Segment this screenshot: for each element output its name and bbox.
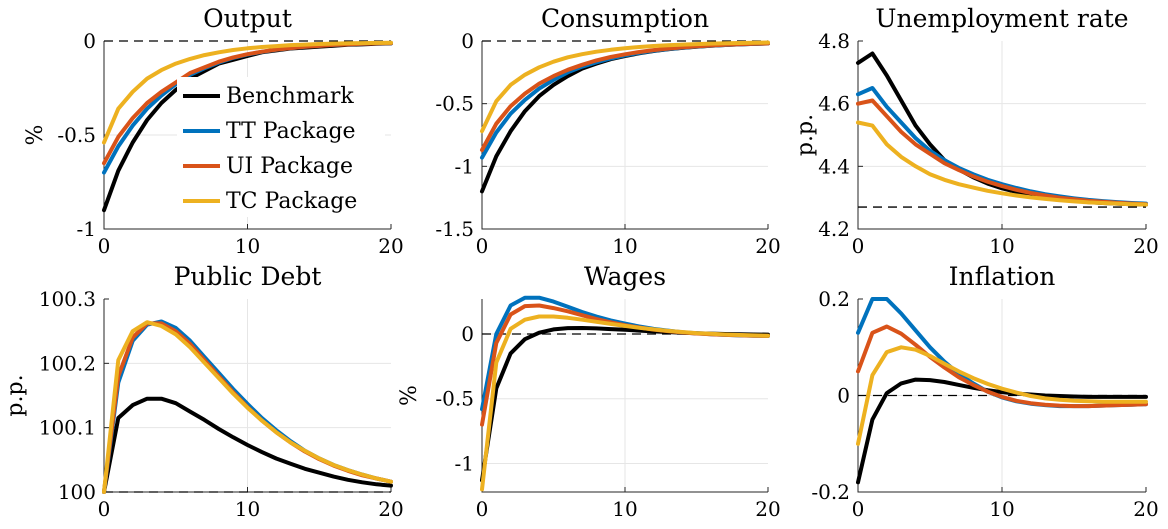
y-tick-label: 0 [461,322,474,346]
legend-label: TT Package [226,119,356,144]
x-tick-label: 0 [476,234,489,258]
y-axis-label: p.p. [3,374,28,416]
x-tick-label: 20 [378,497,403,521]
y-tick-label: 4.2 [818,217,850,241]
y-tick-label: 0.2 [818,287,850,311]
y-tick-label: 0 [837,384,850,408]
y-tick-label: -1 [455,154,474,178]
panel-consumption: 0 10 20 -1.5 -1 -0.5 0 Consumption [435,4,780,258]
legend: Benchmark TT Package UI Package TC Package [177,77,385,217]
x-tick-label: 10 [235,234,260,258]
series-line-benchmark [102,396,393,494]
y-tick-label: 100 [58,480,96,504]
x-tick-label: 0 [98,234,111,258]
x-tick-label: 20 [755,234,780,258]
series-line-tc-package [102,40,393,145]
x-tick-label: 10 [235,497,260,521]
y-axis-label: p.p. [793,114,818,156]
x-tick-label: 0 [98,497,111,521]
y-tick-label: 4.4 [818,154,850,178]
x-tick-label: 20 [1133,234,1158,258]
panel-title: Inflation [949,262,1056,291]
legend-label: UI Package [226,154,353,179]
y-tick-label: -0.2 [811,480,850,504]
y-tick-label: -0.5 [435,92,474,116]
series-line-tc-package [856,345,1148,446]
y-tick-label: -1 [455,452,474,476]
y-tick-label: -1.5 [435,217,474,241]
panel-title: Output [203,4,292,33]
y-tick-label: 100.3 [39,287,96,311]
y-axis-label: % [397,385,422,406]
y-tick-label: 0 [461,29,474,53]
panel-title: Wages [584,262,666,291]
y-tick-label: 4.8 [818,29,850,53]
y-tick-label: 4.6 [818,92,850,116]
x-tick-label: 0 [852,497,865,521]
panel-title: Unemployment rate [875,4,1128,33]
panel-title: Consumption [541,4,709,33]
x-tick-label: 20 [1133,497,1158,521]
x-tick-label: 20 [378,234,403,258]
x-tick-label: 0 [476,497,489,521]
y-axis-label: % [23,125,48,146]
legend-label: TC Package [226,189,357,214]
series-line-benchmark [856,377,1148,485]
x-tick-label: 0 [852,234,865,258]
panel-output: 0 10 20 -1 -0.5 0 Output% Benchmark TT Package UI… [23,4,404,258]
x-tick-label: 20 [755,497,780,521]
series-line-ui-package [856,324,1148,409]
x-tick-label: 10 [612,497,637,521]
panel-public-debt: 0 10 20 100 100.1 100.2 100.3 Public Debt p.p. [3,262,404,521]
panel-wages: 0 10 20 -1 -0.5 0 Wages% [397,262,781,521]
x-tick-label: 10 [989,497,1014,521]
y-tick-label: 0 [83,29,96,53]
series-line-tc-package [480,40,770,134]
legend-background [177,77,385,217]
y-tick-label: 100.1 [39,416,96,440]
legend-label: Benchmark [226,84,354,109]
panel-unemployment-rate: 0 10 20 4.2 4.4 4.6 4.8 Unemployment rate p.p. [793,4,1159,258]
series-line-tc-package [856,120,1148,207]
y-tick-label: -0.5 [57,123,96,147]
y-tick-label: -0.5 [435,387,474,411]
series-line-tc-package [480,314,770,492]
y-tick-label: 100.2 [39,351,96,375]
series-line-tc-package [102,320,393,494]
y-tick-label: -1 [77,217,96,241]
x-tick-label: 10 [612,234,637,258]
x-tick-label: 10 [989,234,1014,258]
panel-title: Public Debt [174,262,322,291]
